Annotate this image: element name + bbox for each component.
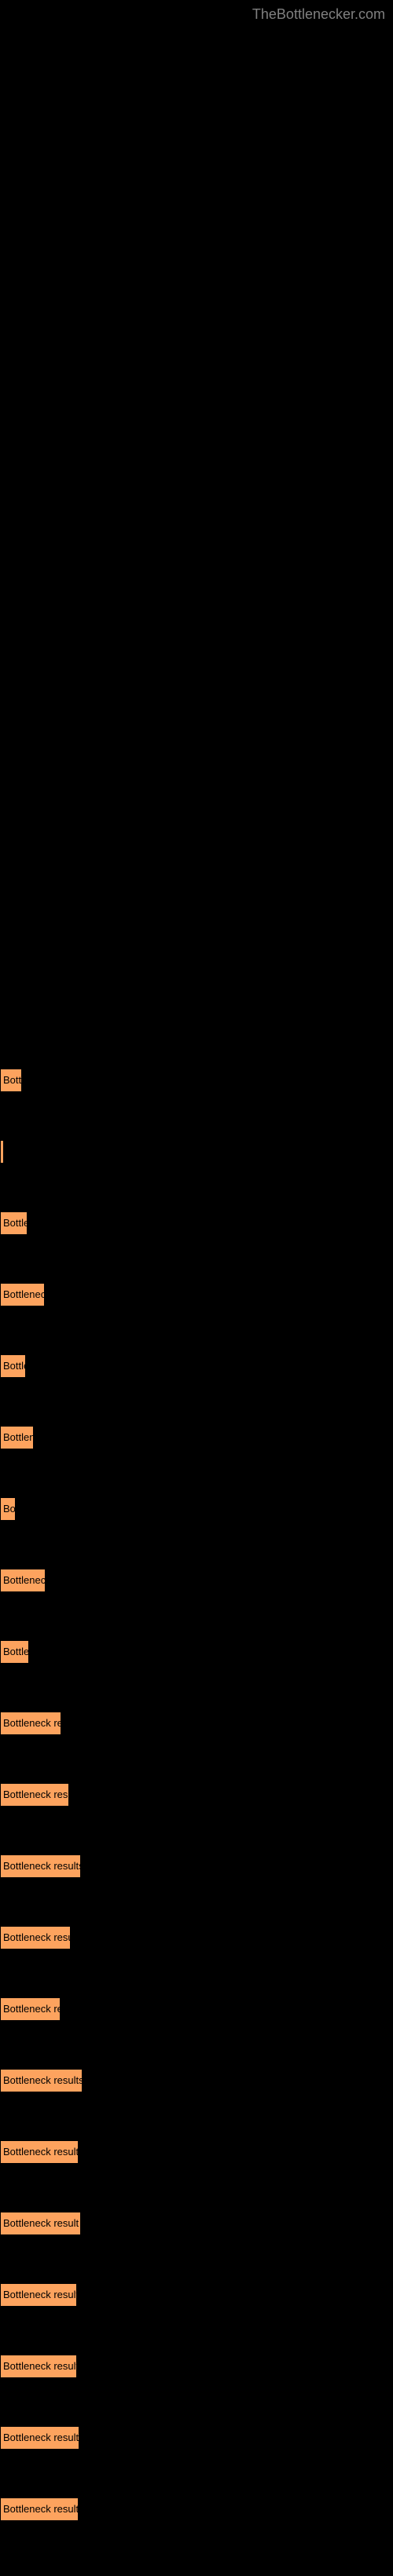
bar: Bottlen (0, 1426, 34, 1449)
bar: Bottleneck re (0, 1997, 61, 2021)
bar: Bottle (0, 1354, 26, 1378)
bar-row: Bottle (0, 1330, 393, 1401)
bar: Bottleneck resu (0, 1926, 71, 1949)
bar: Bottleneck result (0, 2497, 79, 2521)
bar-row: Bottleneck resu (0, 1902, 393, 1973)
bar: Bottleneck results (0, 2069, 83, 2092)
bar-row: Bottleneck result (0, 2259, 393, 2330)
bar (0, 1140, 4, 1164)
bar-row: Bottleneck result (0, 2116, 393, 2187)
bar-row: Bottleneck result (0, 2473, 393, 2545)
bar: Bottle (0, 1640, 29, 1664)
bar-row: Bottle (0, 1616, 393, 1687)
bar-row (0, 1116, 393, 1187)
bar-chart: Bott Bottle Bottlenec Bottle Bottlen Bo Bottle… (0, 0, 393, 2576)
bar-row: Bottle (0, 1187, 393, 1259)
bar-row: Bottleneck result (0, 2187, 393, 2259)
bar: Bottleneck resu (0, 1783, 69, 1807)
bar: Bottleneck result (0, 2283, 77, 2307)
bar-row: Bottleneck results (0, 1830, 393, 1902)
bar: Bottleneck result (0, 2355, 77, 2378)
bar-row: Bottlen (0, 1401, 393, 1473)
bar-row: Bottleneck re (0, 1973, 393, 2044)
bar: Bott (0, 1069, 22, 1092)
bar-row: Bott (0, 1044, 393, 1116)
bar: Bottlenec (0, 1569, 46, 1592)
bar: Bottlenec (0, 1283, 45, 1306)
bar: Bo (0, 1497, 16, 1521)
bar: Bottleneck result (0, 2426, 79, 2450)
watermark-text: TheBottlenecker.com (252, 6, 385, 23)
bar: Bottleneck re (0, 1712, 61, 1735)
bar-row: Bottleneck results (0, 2044, 393, 2116)
bar-row: Bottleneck result (0, 2402, 393, 2473)
bar-row: Bottleneck resu (0, 1759, 393, 1830)
bar: Bottleneck result (0, 2140, 79, 2164)
bar-row: Bo (0, 1473, 393, 1544)
bar: Bottleneck results (0, 1854, 81, 1878)
bar: Bottle (0, 1211, 28, 1235)
bar-row: Bottleneck re (0, 1687, 393, 1759)
bar-row: Bottleneck result (0, 2330, 393, 2402)
bar-row: Bottlenec (0, 1544, 393, 1616)
bar: Bottleneck result (0, 2212, 81, 2235)
bar-row: Bottlenec (0, 1259, 393, 1330)
